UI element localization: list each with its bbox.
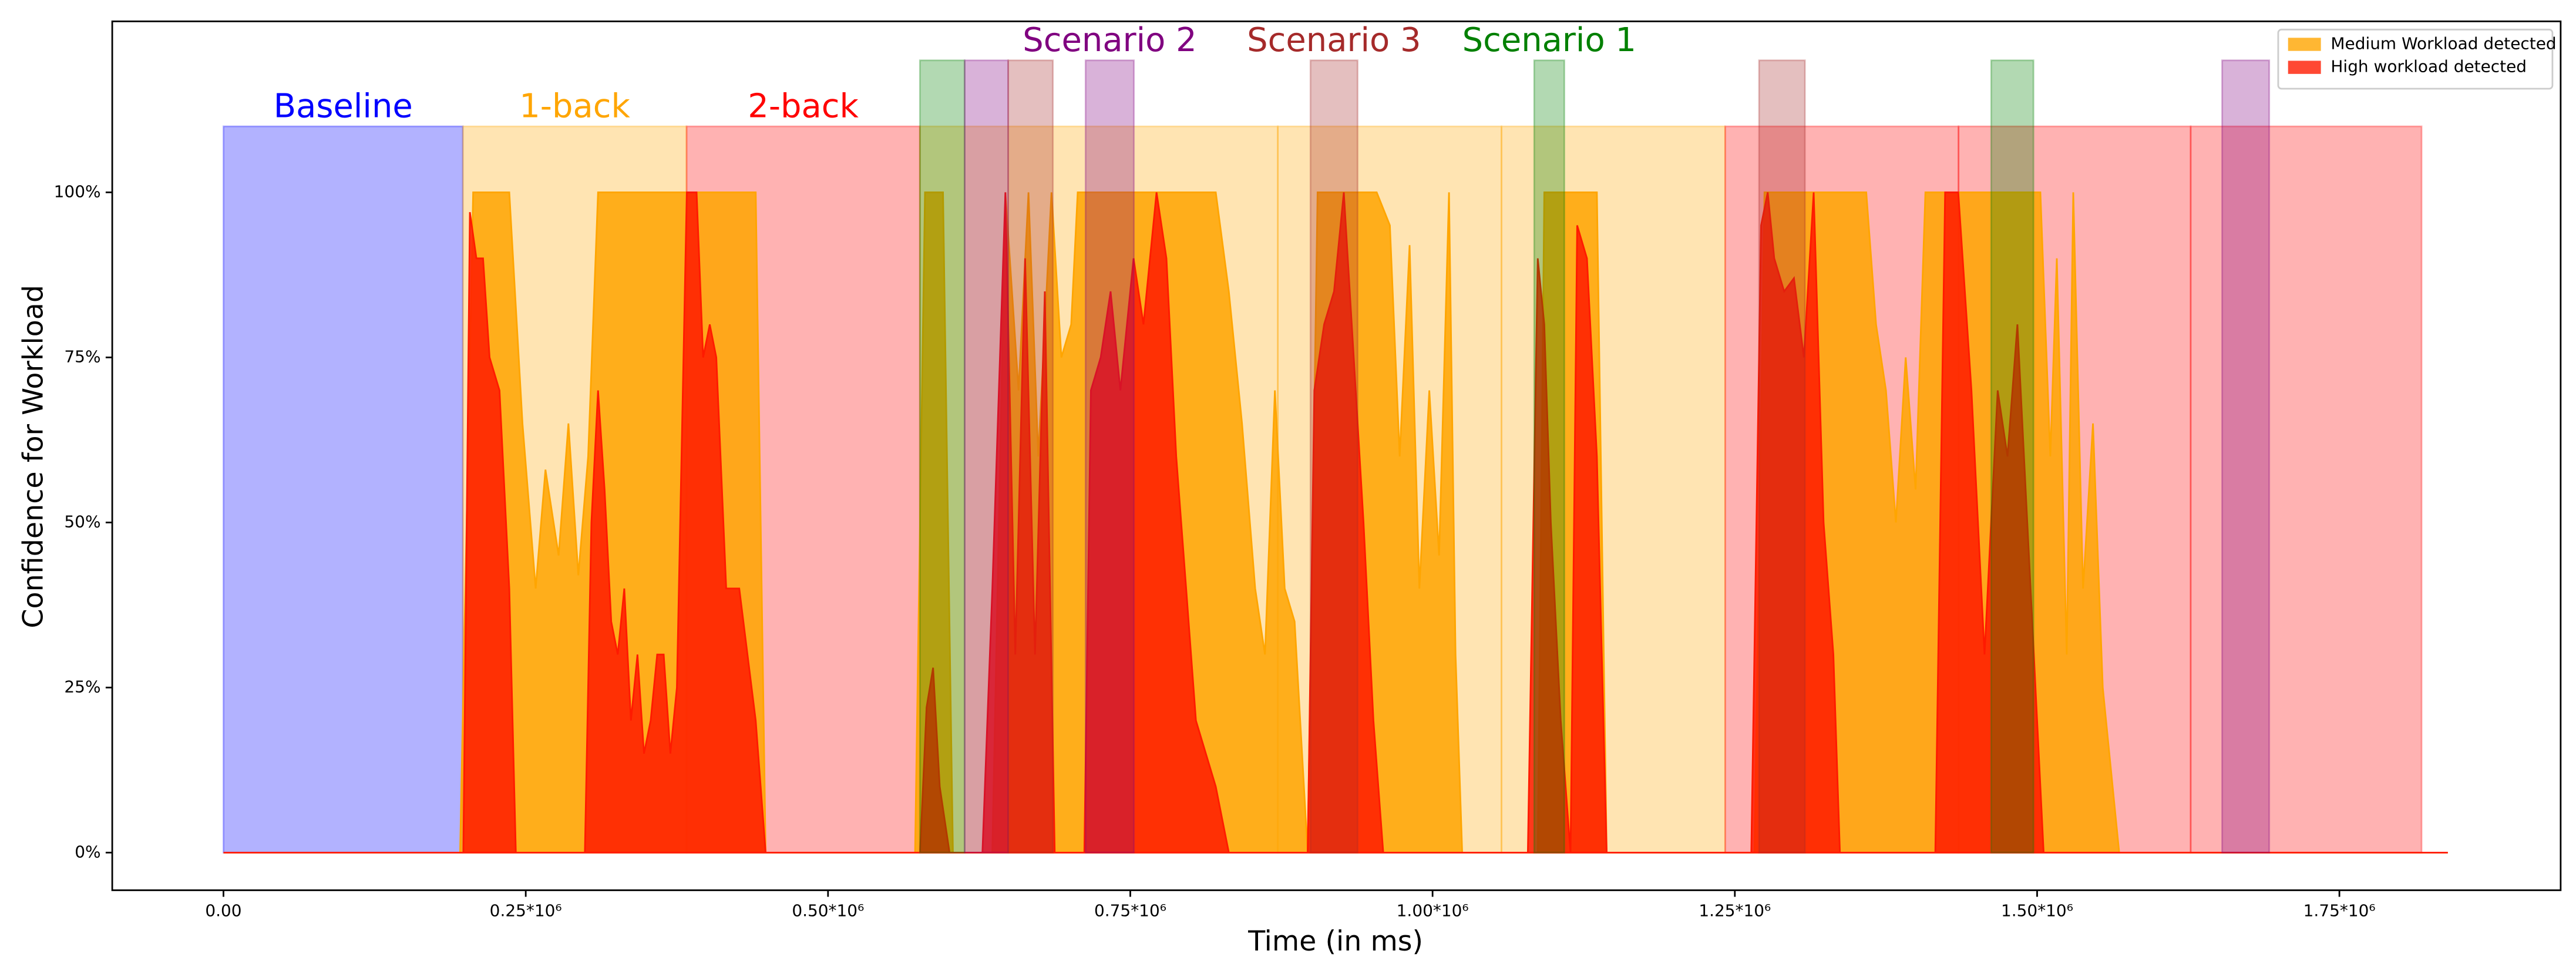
- y-tick-label: 25%: [64, 677, 100, 696]
- y-tick-label: 100%: [54, 182, 101, 201]
- legend-swatch: [2288, 38, 2321, 51]
- phase-region-label: 2-back: [748, 87, 859, 125]
- event-marker: [919, 59, 966, 854]
- event-marker: [1990, 59, 2034, 854]
- phase-region-label: 1-back: [519, 87, 630, 125]
- x-tick-label: 1.50*10⁶: [2001, 901, 2073, 921]
- event-marker: [964, 59, 1009, 854]
- legend-box: [2277, 28, 2554, 90]
- event-marker: [1758, 59, 1806, 854]
- phase-region-label: Baseline: [274, 87, 413, 125]
- event-marker-label: Scenario 2: [1023, 21, 1196, 59]
- x-tick-label: 0.75*10⁶: [1094, 901, 1166, 921]
- phase-region: [223, 125, 464, 854]
- y-tick-label: 50%: [64, 512, 100, 531]
- legend-text: High workload detected: [2330, 57, 2527, 76]
- x-tick-label: 0.25*10⁶: [490, 901, 562, 921]
- event-marker: [1007, 59, 1054, 854]
- x-tick-label: 0.50*10⁶: [792, 901, 864, 921]
- x-tick-label: 1.25*10⁶: [1699, 901, 1771, 921]
- y-axis-label: Confidence for Workload: [18, 285, 50, 629]
- event-marker-label: Scenario 1: [1462, 21, 1636, 59]
- event-marker: [1533, 59, 1565, 854]
- legend-swatch: [2288, 61, 2321, 74]
- legend-text: Medium Workload detected: [2330, 33, 2556, 53]
- y-tick-label: 75%: [64, 347, 100, 366]
- plot-area: Baseline 1-back 2-back Scenario 2 Scenario 3…: [223, 21, 2448, 854]
- event-marker-label: Scenario 3: [1247, 21, 1421, 59]
- axes-frame: [111, 20, 2562, 891]
- x-tick-label: 0.00: [205, 901, 241, 921]
- y-tick-label: 0%: [75, 842, 100, 861]
- area: [223, 192, 2448, 854]
- event-marker: [1309, 59, 1358, 854]
- phase-region: [2190, 125, 2423, 854]
- x-tick-label: 1.00*10⁶: [1397, 901, 1469, 921]
- event-marker: [2221, 59, 2271, 854]
- x-axis-label: Time (in ms): [1247, 925, 1423, 958]
- event-marker: [1084, 59, 1135, 854]
- x-tick-label: 1.75*10⁶: [2303, 901, 2376, 921]
